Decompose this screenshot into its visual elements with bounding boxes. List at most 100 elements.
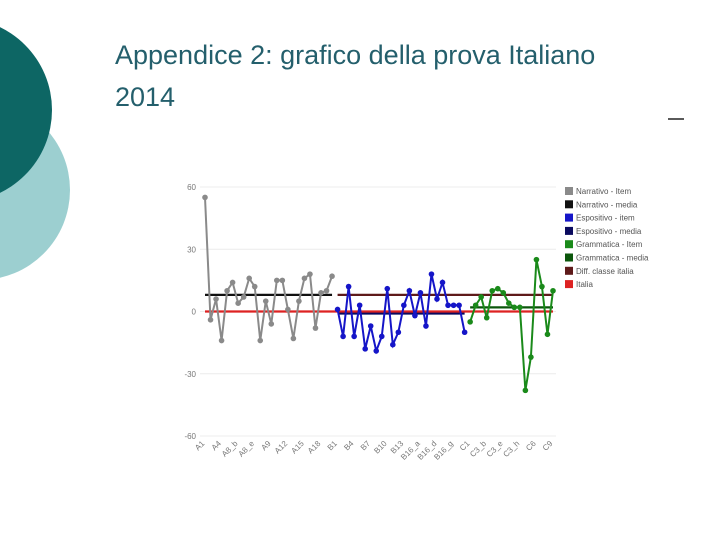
point — [456, 302, 462, 309]
point — [235, 300, 241, 307]
point — [296, 298, 302, 304]
point — [279, 277, 286, 284]
point — [528, 354, 534, 360]
legend-swatch — [565, 200, 573, 209]
x-tick-label: C3_e — [485, 439, 505, 459]
x-tick-label: A12 — [273, 439, 290, 456]
point — [367, 323, 374, 329]
series-line — [469, 259, 554, 391]
point — [240, 294, 247, 300]
point — [285, 306, 291, 313]
legend-label: Narrativo - media — [576, 200, 638, 209]
point — [423, 323, 429, 329]
point — [229, 279, 236, 286]
x-tick-label: A8_b — [220, 439, 240, 459]
point — [373, 348, 380, 354]
x-tick-label: B7 — [359, 439, 373, 453]
legend-label: Grammatica - media — [576, 254, 649, 263]
y-tick-label: 60 — [187, 183, 196, 192]
x-tick-label: C6 — [524, 439, 538, 453]
y-tick-label: -60 — [184, 432, 196, 441]
legend-label: Diff. classe italia — [576, 267, 634, 276]
point — [390, 341, 396, 348]
point — [428, 271, 435, 277]
point — [251, 283, 258, 290]
series-line — [336, 273, 466, 355]
point — [478, 294, 484, 300]
point — [340, 333, 346, 340]
point — [323, 287, 330, 294]
point — [406, 287, 413, 294]
legend-label: Narrativo - Item — [576, 187, 631, 196]
legend-swatch — [565, 266, 573, 275]
series-line — [204, 197, 333, 341]
x-tick-label: A15 — [289, 439, 306, 456]
point — [213, 296, 219, 302]
x-tick-label: B4 — [342, 439, 356, 453]
legend-swatch — [565, 253, 573, 262]
x-tick-label: B16_g — [432, 439, 455, 462]
point — [417, 290, 424, 296]
point — [274, 277, 280, 284]
point — [539, 283, 545, 290]
point — [445, 302, 451, 309]
x-tick-label: C9 — [541, 439, 555, 453]
point — [461, 329, 468, 336]
point — [439, 279, 446, 286]
point — [224, 287, 230, 294]
point — [467, 319, 473, 325]
x-tick-label: C3_b — [468, 439, 488, 459]
y-tick-label: -30 — [184, 370, 196, 379]
point — [307, 271, 313, 277]
point — [290, 335, 297, 342]
point — [412, 312, 418, 319]
y-tick-label: 0 — [192, 308, 197, 317]
point — [472, 302, 479, 309]
point — [351, 333, 357, 340]
point — [395, 329, 402, 336]
point — [218, 337, 225, 344]
point — [356, 302, 363, 309]
point — [506, 300, 512, 307]
x-tick-label: A8_e — [237, 439, 257, 459]
legend-swatch — [565, 280, 573, 289]
point — [329, 273, 335, 280]
point — [262, 298, 269, 304]
point — [500, 290, 507, 296]
point — [378, 333, 385, 340]
point — [268, 321, 275, 327]
legend-swatch — [565, 187, 573, 195]
point — [401, 302, 407, 309]
point — [544, 331, 551, 338]
point — [511, 304, 518, 311]
point — [207, 317, 214, 323]
legend-label: Espositivo - media — [576, 227, 642, 236]
legend-swatch — [565, 213, 573, 222]
point — [334, 306, 341, 313]
legend-swatch — [565, 240, 573, 249]
point — [483, 314, 490, 321]
point — [246, 275, 252, 282]
x-tick-label: A18 — [306, 439, 323, 456]
x-tick-label: B10 — [372, 439, 389, 456]
x-tick-label: C3_h — [501, 439, 521, 459]
legend-label: Italia — [576, 280, 593, 289]
legend-swatch — [565, 226, 573, 235]
point — [517, 304, 523, 311]
point — [384, 285, 391, 292]
point — [257, 337, 264, 344]
point — [312, 325, 319, 331]
point — [434, 296, 440, 302]
point — [318, 290, 324, 296]
point — [533, 256, 540, 263]
point — [450, 302, 457, 309]
point — [301, 275, 308, 282]
point — [522, 387, 529, 394]
point — [362, 346, 368, 352]
point — [202, 194, 208, 201]
legend-label: Grammatica - Item — [576, 240, 643, 249]
legend-label: Espositivo - item — [576, 214, 635, 223]
